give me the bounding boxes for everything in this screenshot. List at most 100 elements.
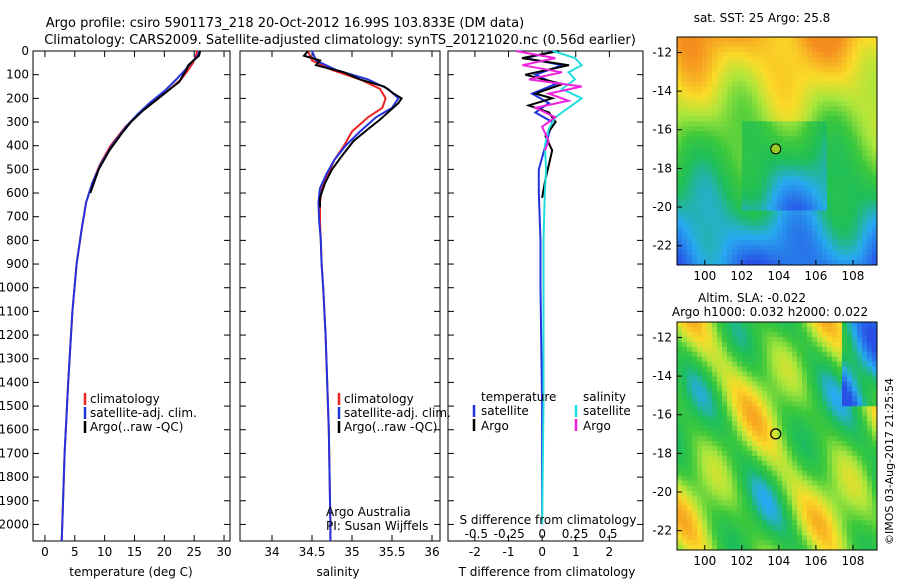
heatmap-cell [792,520,798,526]
heatmap-cell [847,61,853,68]
heatmap-cell [842,37,848,43]
heatmap-cell [857,505,863,511]
heatmap-cell [707,431,713,437]
heatmap-cell [682,530,688,536]
heatmap-cell [872,61,878,68]
heatmap-cell [712,141,718,147]
heatmap-cell [772,525,778,531]
heatmap-cell [772,250,778,256]
heatmap-cell [847,141,853,147]
x-tick-label: 2 [606,545,614,559]
heatmap-cell [787,460,793,467]
heatmap-cell [737,455,743,462]
heatmap-cell [822,180,828,187]
heatmap-cell [702,185,708,192]
heatmap-cell [702,465,708,472]
heatmap-cell [857,460,863,467]
heatmap-cell [817,445,823,452]
sla-map-ticks: 100 102 104 106 108-12-14-16-18-20-22 [652,330,864,568]
heatmap-cell [847,121,853,127]
heatmap-cell [872,205,878,211]
heatmap-cell [762,190,768,197]
heatmap-cell [717,411,723,417]
heatmap-cell [837,366,843,372]
heatmap-cell [857,540,863,546]
heatmap-cell [687,366,693,372]
heatmap-cell [727,235,733,241]
heatmap-cell [852,495,858,501]
heatmap-cell [702,376,708,382]
heatmap-cell [677,175,683,182]
heatmap-cell [687,515,693,521]
heatmap-cell [832,101,838,107]
heatmap-cell [837,215,843,221]
heatmap-cell [737,386,743,392]
heatmap-cell [767,195,773,201]
heatmap-cell [727,331,733,338]
heatmap-cell [697,436,703,442]
heatmap-cell [737,131,743,137]
heatmap-cell [857,391,863,397]
heatmap-cell [822,37,828,43]
heatmap-cell [842,371,848,377]
heatmap-cell [807,170,813,177]
heatmap-cell [797,391,803,397]
heatmap-cell [847,230,853,236]
heatmap-cell [762,515,768,521]
heatmap-cell [772,81,778,87]
heatmap-cell [702,361,708,368]
heatmap-cell [807,200,813,206]
heatmap-cell [732,71,738,78]
heatmap-cell [707,106,713,112]
heatmap-cell [822,46,828,53]
heatmap-cell [692,155,698,162]
heatmap-cell [792,240,798,246]
heatmap-cell [872,455,878,462]
heatmap-cell [842,151,848,157]
heatmap-cell [757,465,763,472]
heatmap-cell [797,91,803,97]
heatmap-cell [737,445,743,452]
heatmap-cell [697,525,703,531]
heatmap-cell [767,535,773,541]
heatmap-cell [792,475,798,482]
heatmap-cell [867,510,873,516]
heatmap-cell [707,190,713,197]
heatmap-cell [832,505,838,511]
heatmap-cell [677,260,683,266]
heatmap-cell [797,396,803,402]
heatmap-cell [752,356,758,363]
heatmap-cell [842,515,848,521]
heatmap-cell [852,76,858,83]
heatmap-cell [692,421,698,427]
depth-tick-label: 0 [21,44,29,58]
heatmap-cell [717,450,723,457]
heatmap-cell [872,260,878,266]
heatmap-cell [777,341,783,348]
heatmap-cell [812,116,818,122]
heatmap-cell [837,250,843,256]
heatmap-cell [797,341,803,348]
heatmap-cell [727,205,733,211]
heatmap-cell [737,170,743,177]
heatmap-cell [787,160,793,167]
heatmap-cell [792,91,798,97]
heatmap-cell [797,141,803,147]
heatmap-cell [822,401,828,407]
heatmap-cell [832,170,838,177]
heatmap-cell [692,436,698,442]
heatmap-cell [712,356,718,363]
heatmap-cell [767,111,773,117]
heatmap-cell [752,240,758,246]
heatmap-cell [807,66,813,73]
heatmap-cell [732,101,738,107]
heatmap-cell [762,230,768,236]
heatmap-cell [742,155,748,162]
heatmap-cell [842,136,848,142]
heatmap-cell [722,525,728,531]
heatmap-cell [742,116,748,122]
heatmap-cell [827,131,833,137]
heatmap-cell [802,245,808,251]
heatmap-cell [702,106,708,112]
heatmap-cell [722,530,728,536]
